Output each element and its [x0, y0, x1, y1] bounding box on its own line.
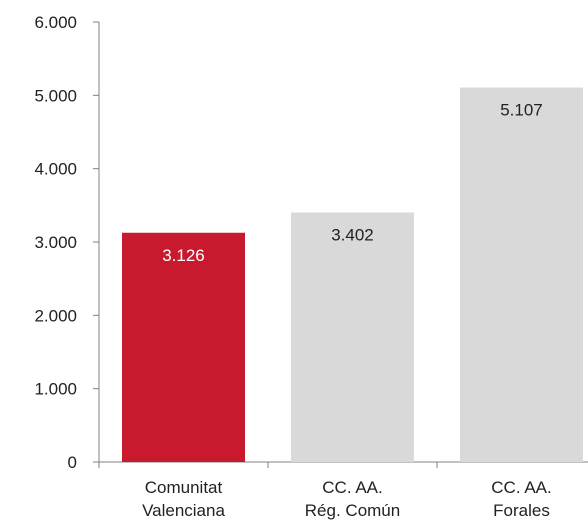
category-label: CC. AA. — [491, 478, 551, 497]
bar — [122, 232, 245, 462]
category-label: Comunitat — [145, 478, 223, 497]
data-label: 3.126 — [162, 246, 205, 265]
data-label: 5.107 — [500, 100, 543, 119]
category-label: Forales — [493, 501, 550, 520]
y-tick-label: 3.000 — [34, 233, 77, 252]
bar — [291, 212, 414, 462]
y-tick-label: 5.000 — [34, 86, 77, 105]
bar — [460, 87, 583, 462]
data-labels: 3.126 3.402 5.107 — [162, 100, 543, 264]
category-label: Valenciana — [142, 501, 225, 520]
y-tick-label: 0 — [68, 453, 77, 472]
bars — [122, 87, 583, 462]
category-label: CC. AA. — [322, 478, 382, 497]
y-tick-label: 1.000 — [34, 380, 77, 399]
y-axis: 0 1.000 2.000 3.000 4.000 5.000 6.000 — [34, 13, 100, 472]
data-label: 3.402 — [331, 226, 374, 245]
y-tick-label: 6.000 — [34, 13, 77, 32]
x-axis: Comunitat Valenciana CC. AA. Rég. Común CC. … — [98, 461, 588, 520]
y-tick-label: 4.000 — [34, 160, 77, 179]
category-label: Rég. Común — [305, 501, 400, 520]
y-tick-label: 2.000 — [34, 306, 77, 325]
